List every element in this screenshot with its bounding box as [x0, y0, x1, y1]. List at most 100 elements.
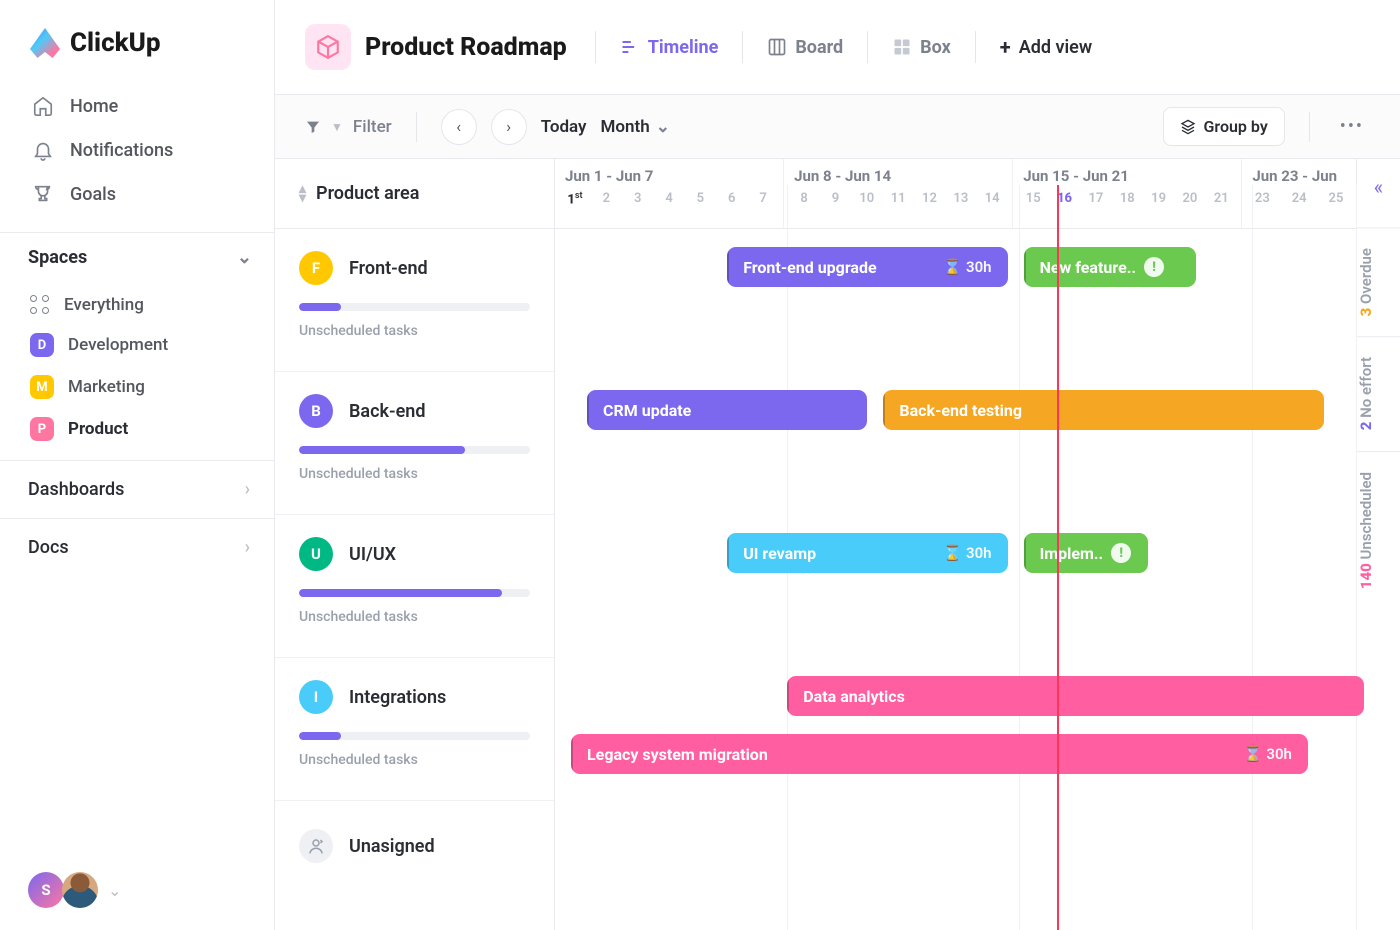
view-board[interactable]: Board — [763, 31, 847, 64]
task-bar[interactable]: Back-end testing — [883, 390, 1324, 430]
lane-label: Integrations — [349, 687, 446, 708]
task-bar[interactable]: Front-end upgrade⌛30h — [727, 247, 1007, 287]
next-button[interactable]: › — [491, 109, 527, 145]
week-column: Jun 15 - Jun 2115161718192021 — [1012, 159, 1241, 228]
filter-button[interactable]: ▼ Filter — [305, 117, 392, 137]
task-bar[interactable]: Legacy system migration ⌛30h — [571, 734, 1308, 774]
space-label: Everything — [64, 295, 144, 315]
day: 15 — [1023, 191, 1043, 206]
view-label: Box — [920, 37, 951, 58]
lane[interactable]: BBack-endUnscheduled tasks — [275, 372, 554, 515]
day: 9 — [825, 191, 845, 206]
section-label: Dashboards — [28, 479, 124, 500]
task-label: New feature.. — [1040, 258, 1136, 277]
day: 12 — [919, 191, 939, 206]
today-line — [1057, 185, 1059, 930]
progress-bar — [299, 589, 530, 597]
view-timeline[interactable]: Timeline — [616, 31, 723, 64]
logo[interactable]: ClickUp — [0, 0, 274, 78]
day: 7 — [753, 191, 773, 207]
task-label: Data analytics — [803, 687, 905, 706]
nav-home[interactable]: Home — [26, 84, 254, 128]
task-label: UI revamp — [743, 544, 816, 563]
chevron-down-icon: ⌄ — [237, 247, 252, 268]
space-badge: D — [30, 333, 54, 357]
task-bar[interactable]: Data analytics — [787, 676, 1364, 716]
progress-bar — [299, 732, 530, 740]
period-select[interactable]: Month ⌄ — [601, 117, 670, 137]
filter-label: Filter — [353, 117, 392, 137]
nav-label: Goals — [70, 184, 116, 205]
progress-bar — [299, 446, 530, 454]
nav-goals[interactable]: Goals — [26, 172, 254, 216]
collapse-rail-button[interactable]: « — [1374, 175, 1383, 199]
spaces-header[interactable]: Spaces ⌄ — [0, 232, 274, 282]
user-menu[interactable]: S ⌄ — [0, 850, 274, 930]
section-dashboards[interactable]: Dashboards › — [0, 460, 274, 518]
nav-label: Notifications — [70, 140, 173, 161]
task-bar[interactable]: CRM update — [587, 390, 867, 430]
task-bar[interactable]: New feature..! — [1024, 247, 1196, 287]
rail-noeffort[interactable]: 2 No effort — [1357, 336, 1400, 450]
unscheduled-link[interactable]: Unscheduled tasks — [299, 323, 530, 339]
space-item[interactable]: DDevelopment — [24, 324, 256, 366]
page-icon — [305, 24, 351, 70]
view-label: Add view — [1019, 37, 1092, 58]
task-bar[interactable]: UI revamp ⌛30h — [727, 533, 1007, 573]
unscheduled-link[interactable]: Unscheduled tasks — [299, 609, 530, 625]
task-label: Legacy system migration — [587, 745, 768, 764]
day: 18 — [1117, 191, 1137, 206]
section-docs[interactable]: Docs › — [0, 518, 274, 576]
day: 4 — [659, 191, 679, 207]
unscheduled-link[interactable]: Unscheduled tasks — [299, 752, 530, 768]
lane-label: UI/UX — [349, 544, 396, 565]
lane[interactable]: UUI/UXUnscheduled tasks — [275, 515, 554, 658]
brand-name: ClickUp — [70, 28, 161, 58]
view-label: Timeline — [648, 37, 719, 58]
task-bar[interactable]: Implem..! — [1024, 533, 1148, 573]
space-badge: M — [30, 375, 54, 399]
day: 5 — [690, 191, 710, 207]
prev-button[interactable]: ‹ — [441, 109, 477, 145]
day: 13 — [951, 191, 971, 206]
section-label: Docs — [28, 537, 69, 558]
day: 8 — [794, 191, 814, 206]
task-estimate: ⌛30h — [1244, 745, 1292, 763]
rail-overdue[interactable]: 3 Overdue — [1357, 227, 1400, 336]
lane[interactable]: I Integrations Unscheduled tasks — [275, 658, 554, 801]
space-item[interactable]: MMarketing — [24, 366, 256, 408]
lane-label: Back-end — [349, 401, 425, 422]
lane-label: Unasigned — [349, 836, 435, 857]
rail-unscheduled[interactable]: 140 Unscheduled — [1357, 451, 1400, 609]
add-view-button[interactable]: + Add view — [996, 29, 1096, 65]
today-button[interactable]: Today — [541, 117, 587, 137]
column-header[interactable]: ▴▾ Product area — [275, 159, 554, 229]
view-box[interactable]: Box — [888, 31, 955, 64]
trophy-icon — [32, 183, 54, 205]
day: 23 — [1252, 191, 1272, 206]
nav-label: Home — [70, 96, 118, 117]
separator — [975, 31, 976, 63]
day: 24 — [1289, 191, 1309, 206]
week-label: Jun 15 - Jun 21 — [1023, 167, 1231, 185]
warning-icon: ! — [1111, 543, 1131, 563]
groupby-button[interactable]: Group by — [1163, 107, 1285, 146]
lane-badge: I — [299, 680, 333, 714]
nav-notifications[interactable]: Notifications — [26, 128, 254, 172]
day: 20 — [1180, 191, 1200, 206]
lane[interactable]: FFront-endUnscheduled tasks — [275, 229, 554, 372]
avatar: S — [28, 872, 64, 908]
page-title: Product Roadmap — [365, 33, 567, 62]
filter-icon — [305, 119, 321, 135]
week-label: Jun 8 - Jun 14 — [794, 167, 1002, 185]
unscheduled-link[interactable]: Unscheduled tasks — [299, 466, 530, 482]
more-button[interactable]: ••• — [1334, 116, 1370, 137]
avatar-photo — [62, 872, 98, 908]
space-everything[interactable]: Everything — [24, 286, 256, 324]
space-item[interactable]: PProduct — [24, 408, 256, 450]
warning-icon: ! — [1144, 257, 1164, 277]
chevron-right-icon: › — [245, 479, 250, 500]
task-estimate: ⌛30h — [943, 544, 991, 562]
board-icon — [767, 37, 787, 57]
lane-unassigned[interactable]: Unasigned — [275, 801, 554, 891]
